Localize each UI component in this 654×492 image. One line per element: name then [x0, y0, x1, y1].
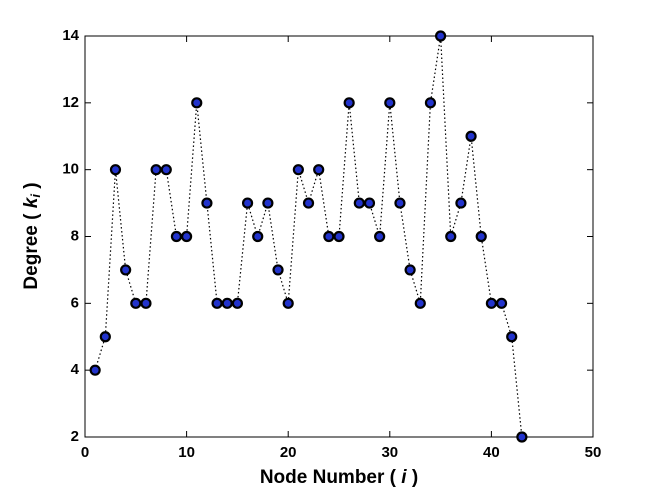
data-point: [424, 97, 437, 109]
x-axis-label: Node Number ( i ): [260, 467, 418, 488]
y-tick-label: 4: [71, 361, 80, 378]
data-point: [160, 164, 172, 176]
x-label-close: ): [407, 467, 419, 488]
data-point: [140, 297, 152, 309]
x-tick-label: 50: [585, 444, 602, 461]
y-label-sub: i: [28, 194, 43, 198]
data-point: [150, 164, 162, 176]
data-point: [191, 97, 203, 109]
data-point: [414, 297, 426, 309]
data-point: [181, 230, 193, 243]
data-point: [495, 297, 508, 309]
data-point: [353, 197, 365, 209]
y-tick-label: 8: [71, 227, 79, 244]
y-label-close: ): [21, 182, 42, 194]
x-tick-label: 10: [178, 444, 195, 461]
data-point: [435, 30, 447, 42]
data-point: [475, 230, 487, 243]
y-tick-label: 2: [71, 428, 79, 445]
data-point: [465, 130, 477, 142]
y-axis-label: Degree ( ki ): [21, 182, 43, 289]
y-tick-label: 12: [62, 94, 79, 111]
data-point: [384, 97, 396, 109]
data-point: [282, 297, 294, 309]
data-point: [211, 297, 223, 309]
data-point: [262, 197, 274, 209]
data-point: [506, 331, 518, 343]
data-point: [516, 431, 528, 443]
data-point: [272, 264, 284, 276]
data-point: [445, 230, 457, 243]
data-point: [455, 197, 467, 209]
data-point: [109, 164, 122, 176]
data-point: [221, 297, 233, 309]
data-point: [170, 230, 183, 243]
y-tick-label: 10: [62, 161, 79, 178]
data-point: [374, 230, 386, 243]
data-point: [363, 197, 376, 209]
x-tick-label: 20: [280, 444, 297, 461]
data-point: [485, 297, 497, 309]
data-point: [231, 297, 243, 309]
data-point: [394, 197, 406, 209]
data-point: [292, 164, 304, 176]
y-label-text: Degree (: [21, 208, 42, 289]
y-tick-label: 6: [71, 294, 79, 311]
x-tick-label: 40: [483, 444, 500, 461]
data-point: [201, 197, 213, 209]
x-tick-label: 30: [381, 444, 398, 461]
data-point: [333, 230, 345, 243]
x-label-text: Node Number (: [260, 467, 401, 488]
x-tick-label: 0: [81, 444, 89, 461]
data-point: [343, 97, 355, 109]
data-point: [252, 230, 264, 243]
data-point: [89, 364, 101, 376]
data-point: [130, 297, 142, 309]
x-label-var: i: [401, 467, 407, 488]
data-point: [120, 264, 132, 276]
data-point: [302, 197, 315, 209]
data-point: [323, 230, 335, 243]
data-point: [99, 331, 111, 343]
y-tick-label: 14: [62, 27, 79, 44]
data-point: [404, 264, 416, 276]
y-label-var: k: [21, 196, 42, 208]
data-point: [241, 197, 254, 209]
data-point: [313, 164, 325, 176]
